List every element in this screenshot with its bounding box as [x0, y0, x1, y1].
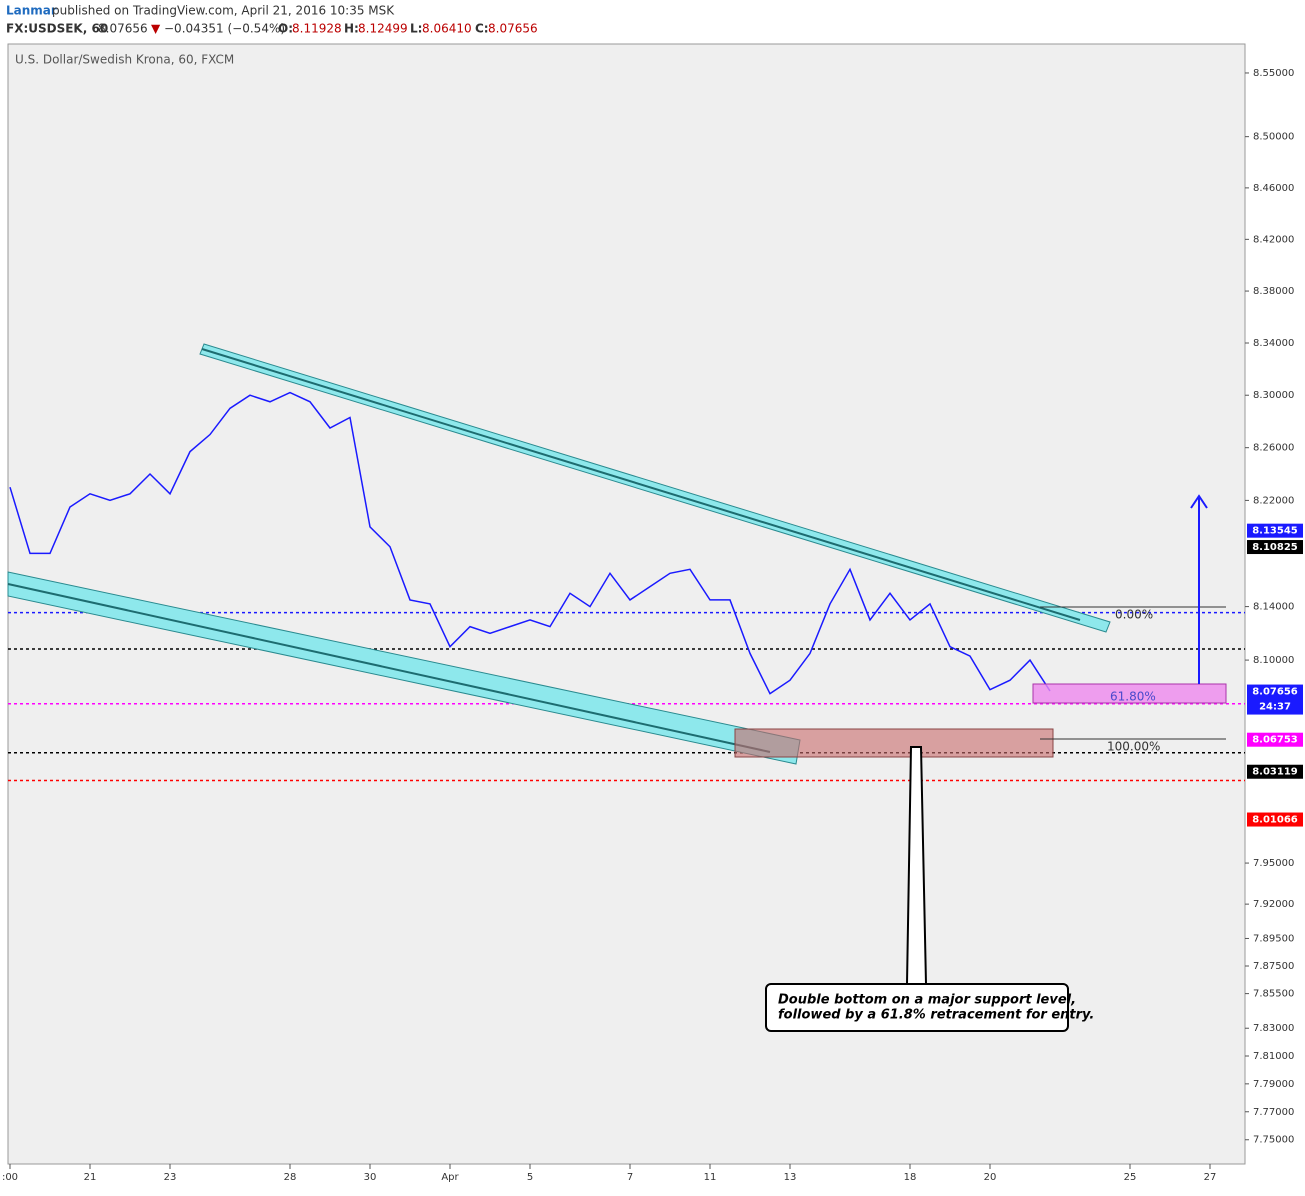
- y-tick-label: 7.95000: [1253, 858, 1294, 869]
- price-badge-label: 8.01066: [1252, 815, 1298, 826]
- drawings: 0.00% 61.80% 100.00% Double bottom on a …: [7, 343, 1227, 1032]
- price-badge-label: 8.03119: [1252, 767, 1298, 778]
- author[interactable]: Lanmar: [6, 4, 57, 18]
- last: 8.07656: [98, 22, 148, 36]
- y-tick-label: 7.85500: [1253, 989, 1294, 1000]
- callout-box: [765, 983, 1069, 1032]
- x-tick-label: Apr: [441, 1172, 459, 1183]
- callout-text: Double bottom on a major support level,: [778, 993, 1076, 1008]
- y-tick-label: 7.83000: [1253, 1023, 1294, 1034]
- support-zone: [734, 728, 1054, 758]
- o-value: 8.11928: [292, 22, 342, 36]
- price-badge: [1247, 523, 1303, 538]
- y-tick-label: 8.22000: [1253, 495, 1294, 506]
- y-tick-label: 8.10000: [1253, 655, 1294, 666]
- arrow-head: [1190, 494, 1208, 509]
- y-tick-label: 7.81000: [1253, 1051, 1294, 1062]
- x-tick-label: 13: [784, 1172, 797, 1183]
- c-label: C:: [475, 22, 489, 36]
- y-tick-label: 8.34000: [1253, 338, 1294, 349]
- arrow: ▼: [151, 22, 161, 36]
- support-line: [7, 583, 771, 753]
- y-tick-label: 8.14000: [1253, 602, 1294, 613]
- y-tick-label: 8.46000: [1253, 183, 1294, 194]
- callout-text: followed by a 61.8% retracement for entr…: [778, 1008, 1094, 1023]
- x-tick-label: 5: [527, 1172, 533, 1183]
- y-tick-label: 7.92000: [1253, 899, 1294, 910]
- chart-title: U.S. Dollar/Swedish Krona, 60, FXCM: [15, 53, 234, 67]
- symbol: FX:USDSEK, 60: [6, 22, 108, 36]
- price-badge-label: 8.06753: [1252, 735, 1298, 746]
- y-tick-label: 7.79000: [1253, 1079, 1294, 1090]
- y-tick-label: 8.26000: [1253, 443, 1294, 454]
- last-price-badge: [1247, 684, 1303, 715]
- y-tick-label: 7.75000: [1253, 1135, 1294, 1146]
- l-value: 8.06410: [422, 22, 472, 36]
- y-tick-label: 8.38000: [1253, 286, 1294, 297]
- x-tick-label: 11: [704, 1172, 717, 1183]
- y-tick-label: 7.87500: [1253, 961, 1294, 972]
- x-tick-label: 18: [904, 1172, 917, 1183]
- support-channel: [7, 571, 801, 765]
- x-tick-label: 30: [364, 1172, 377, 1183]
- price-badge: [1247, 764, 1303, 779]
- x-tick-label: 23: [164, 1172, 177, 1183]
- fib-label: 100.00%: [1107, 740, 1160, 754]
- price-badge: [1247, 812, 1303, 827]
- fib-label: 61.80%: [1110, 690, 1156, 704]
- x-tick-label: 27: [1204, 1172, 1217, 1183]
- y-tick-label: 7.77000: [1253, 1107, 1294, 1118]
- x-tick-label: 21: [84, 1172, 97, 1183]
- c-value: 8.07656: [488, 22, 538, 36]
- y-tick-label: 8.55000: [1253, 68, 1294, 79]
- change: −0.04351 (−0.54%): [164, 22, 285, 36]
- y-tick-label: 8.42000: [1253, 234, 1294, 245]
- x-tick-label: :00: [2, 1172, 18, 1183]
- fib-label: 0.00%: [1115, 608, 1153, 622]
- y-tick-label: 8.30000: [1253, 390, 1294, 401]
- published: published on TradingView.com, April 21, …: [52, 4, 395, 18]
- o-label: O:: [278, 22, 293, 36]
- price-badge: [1247, 732, 1303, 747]
- last-price-label: 8.07656: [1252, 687, 1298, 698]
- countdown-label: 24:37: [1259, 702, 1291, 713]
- x-tick-label: 7: [627, 1172, 633, 1183]
- price-badge: [1247, 540, 1303, 555]
- x-tick-label: 20: [984, 1172, 997, 1183]
- price-line: [9, 391, 1051, 695]
- price-badge-label: 8.13545: [1252, 526, 1298, 537]
- h-value: 8.12499: [358, 22, 408, 36]
- l-label: L:: [410, 22, 422, 36]
- y-tick-label: 8.50000: [1253, 132, 1294, 143]
- y-tick-label: 7.89500: [1253, 933, 1294, 944]
- resistance-line: [201, 348, 1081, 621]
- x-tick-label: 25: [1124, 1172, 1137, 1183]
- x-tick-label: 28: [284, 1172, 297, 1183]
- h-label: H:: [344, 22, 359, 36]
- price-badge-label: 8.10825: [1252, 542, 1298, 553]
- entry-zone: [1032, 683, 1227, 704]
- header: Lanmar published on TradingView.com, Apr…: [6, 4, 538, 36]
